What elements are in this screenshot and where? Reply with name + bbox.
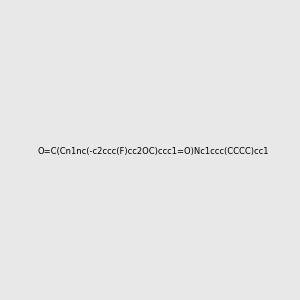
Text: O=C(Cn1nc(-c2ccc(F)cc2OC)ccc1=O)Nc1ccc(CCCC)cc1: O=C(Cn1nc(-c2ccc(F)cc2OC)ccc1=O)Nc1ccc(C… xyxy=(38,147,269,156)
